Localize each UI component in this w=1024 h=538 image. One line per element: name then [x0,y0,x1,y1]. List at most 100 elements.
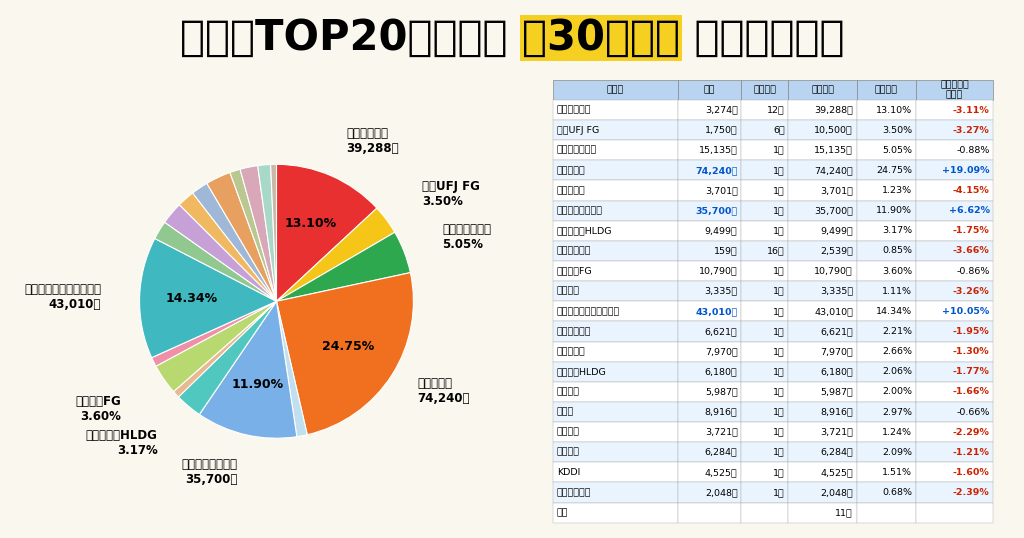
FancyBboxPatch shape [788,221,857,241]
FancyBboxPatch shape [857,462,915,483]
Text: 3,274円: 3,274円 [705,105,737,115]
Text: リクルートHLDG
3.17%: リクルートHLDG 3.17% [86,429,158,457]
Text: 三井住友FG
3.60%: 三井住友FG 3.60% [76,395,121,423]
Text: 2,048円: 2,048円 [705,488,737,497]
Text: 1株: 1株 [773,226,784,235]
Text: 24.75%: 24.75% [322,341,374,353]
FancyBboxPatch shape [915,321,993,342]
Text: 1株: 1株 [773,448,784,457]
Text: 3,701円: 3,701円 [705,186,737,195]
FancyBboxPatch shape [788,402,857,422]
FancyBboxPatch shape [788,100,857,120]
FancyBboxPatch shape [857,342,915,362]
FancyBboxPatch shape [857,502,915,523]
Text: -3.27%: -3.27% [953,126,989,134]
Text: +6.62%: +6.62% [948,206,989,215]
FancyBboxPatch shape [678,281,741,301]
Text: 6,621円: 6,621円 [705,327,737,336]
FancyBboxPatch shape [678,160,741,180]
Text: 東京エレクトロン: 東京エレクトロン [557,206,603,215]
FancyBboxPatch shape [678,241,741,261]
FancyBboxPatch shape [741,100,788,120]
Text: 13.10%: 13.10% [876,105,912,115]
FancyBboxPatch shape [857,80,915,100]
FancyBboxPatch shape [553,100,678,120]
FancyBboxPatch shape [741,221,788,241]
FancyBboxPatch shape [741,261,788,281]
FancyBboxPatch shape [857,301,915,321]
Text: -1.77%: -1.77% [952,367,989,376]
FancyBboxPatch shape [678,100,741,120]
FancyBboxPatch shape [678,180,741,201]
Text: 16株: 16株 [767,246,784,256]
Text: 10,500円: 10,500円 [814,126,853,134]
Text: 4,525円: 4,525円 [820,468,853,477]
FancyBboxPatch shape [915,221,993,241]
FancyBboxPatch shape [553,483,678,502]
Text: 13.10%: 13.10% [285,217,337,230]
Text: 2.97%: 2.97% [882,407,912,416]
FancyBboxPatch shape [788,120,857,140]
Text: 3,335円: 3,335円 [705,287,737,296]
Text: 2.21%: 2.21% [882,327,912,336]
FancyBboxPatch shape [741,462,788,483]
FancyBboxPatch shape [915,462,993,483]
Text: 1株: 1株 [773,307,784,316]
FancyBboxPatch shape [788,80,857,100]
FancyBboxPatch shape [741,402,788,422]
FancyBboxPatch shape [915,100,993,120]
Text: 1株: 1株 [773,267,784,275]
Text: 2.09%: 2.09% [882,448,912,457]
Text: 1株: 1株 [773,468,784,477]
FancyBboxPatch shape [678,422,741,442]
FancyBboxPatch shape [857,362,915,382]
Text: -1.75%: -1.75% [953,226,989,235]
Text: 日本株TOP20ファンド 「30万円」 投資する場合: 日本株TOP20ファンド 「30万円」 投資する場合 [180,17,844,59]
Wedge shape [173,301,276,397]
Text: 銘柄名: 銘柄名 [607,86,624,94]
Text: 1,750円: 1,750円 [705,126,737,134]
Text: ソニーグループ: ソニーグループ [557,146,597,155]
FancyBboxPatch shape [553,422,678,442]
Text: 14.34%: 14.34% [876,307,912,316]
Text: 1株: 1株 [773,367,784,376]
Text: ファーストリテイリング: ファーストリテイリング [557,307,620,316]
FancyBboxPatch shape [741,382,788,402]
FancyBboxPatch shape [788,261,857,281]
FancyBboxPatch shape [915,261,993,281]
FancyBboxPatch shape [857,160,915,180]
FancyBboxPatch shape [520,15,682,61]
FancyBboxPatch shape [857,402,915,422]
Text: 3.17%: 3.17% [882,226,912,235]
Text: -0.86%: -0.86% [956,267,989,275]
FancyBboxPatch shape [857,261,915,281]
FancyBboxPatch shape [678,483,741,502]
FancyBboxPatch shape [741,241,788,261]
Text: 6,180円: 6,180円 [705,367,737,376]
Text: 43,010円: 43,010円 [814,307,853,316]
FancyBboxPatch shape [788,342,857,362]
FancyBboxPatch shape [678,502,741,523]
FancyBboxPatch shape [741,422,788,442]
FancyBboxPatch shape [788,201,857,221]
FancyBboxPatch shape [857,140,915,160]
FancyBboxPatch shape [553,201,678,221]
Text: 目標からの
乖離率: 目標からの 乖離率 [940,80,969,100]
Text: 3.50%: 3.50% [882,126,912,134]
FancyBboxPatch shape [678,301,741,321]
Text: -0.66%: -0.66% [956,407,989,416]
FancyBboxPatch shape [741,120,788,140]
Text: 信越化学工業: 信越化学工業 [557,327,591,336]
FancyBboxPatch shape [553,80,678,100]
Text: 8,916円: 8,916円 [705,407,737,416]
FancyBboxPatch shape [553,180,678,201]
FancyBboxPatch shape [678,362,741,382]
FancyBboxPatch shape [553,160,678,180]
FancyBboxPatch shape [788,160,857,180]
Text: 三菱UFJ FG: 三菱UFJ FG [557,126,599,134]
Wedge shape [193,183,276,301]
Text: 構成金額: 構成金額 [811,86,835,94]
Text: 159円: 159円 [714,246,737,256]
Wedge shape [276,232,411,301]
Text: 1株: 1株 [773,407,784,416]
